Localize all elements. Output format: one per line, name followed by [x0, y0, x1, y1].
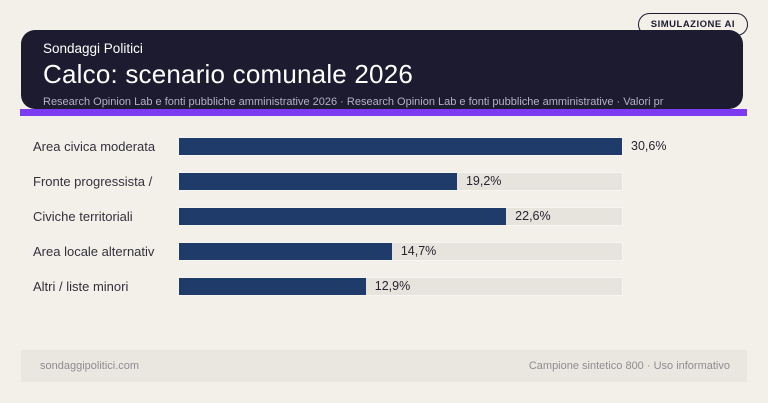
- category-label: Area locale alternativ: [33, 243, 155, 259]
- value-label: 12,9%: [374, 279, 411, 293]
- brand-kicker: Sondaggi Politici: [43, 41, 143, 56]
- chart-row: Civiche territoriali 22,6%: [21, 206, 747, 226]
- chart-row: Area locale alternativ 14,7%: [21, 241, 747, 261]
- bar-track: 14,7%: [178, 241, 623, 261]
- bar-chart: Area civica moderata 30,6% Fronte progress…: [21, 136, 747, 312]
- bar-track: 12,9%: [178, 276, 623, 296]
- category-label: Fronte progressista /: [33, 173, 153, 189]
- footer-sample-note: Campione sintetico 800 · Uso informativo: [528, 360, 730, 372]
- value-label: 22,6%: [515, 209, 551, 223]
- value-label: 14,7%: [400, 244, 437, 258]
- category-label: Area civica moderata: [33, 138, 156, 154]
- bar-fill: [179, 137, 622, 155]
- accent-underline: [20, 109, 747, 116]
- bar-track: 22,6%: [178, 206, 623, 226]
- chart-row: Altri / liste minori 12,9%: [21, 276, 747, 296]
- value-label: 19,2%: [465, 174, 502, 188]
- category-label: Civiche territoriali: [33, 208, 133, 224]
- chart-row: Fronte progressista / 19,2%: [21, 171, 747, 191]
- bar-fill: [179, 207, 507, 225]
- footer-site: sondaggipolitici.com: [40, 360, 140, 372]
- bar-track: 30,6%: [178, 136, 666, 156]
- header-panel: Sondaggi Politici Calco: scenario comuna…: [21, 30, 743, 109]
- chart-row: Area civica moderata 30,6%: [21, 136, 747, 156]
- source-subtitle: Research Opinion Lab e fonti pubbliche a…: [43, 96, 664, 108]
- bar-fill: [179, 172, 457, 190]
- simulation-ai-badge-label: SIMULAZIONE AI: [650, 19, 735, 30]
- value-label: 30,6%: [631, 139, 667, 153]
- footer-band: sondaggipolitici.com Campione sintetico …: [21, 350, 747, 382]
- bar-fill: [179, 277, 366, 295]
- bar-track: 19,2%: [178, 171, 623, 191]
- page-title: Calco: scenario comunale 2026: [43, 59, 414, 89]
- category-label: Altri / liste minori: [33, 278, 129, 294]
- bar-fill: [179, 242, 392, 260]
